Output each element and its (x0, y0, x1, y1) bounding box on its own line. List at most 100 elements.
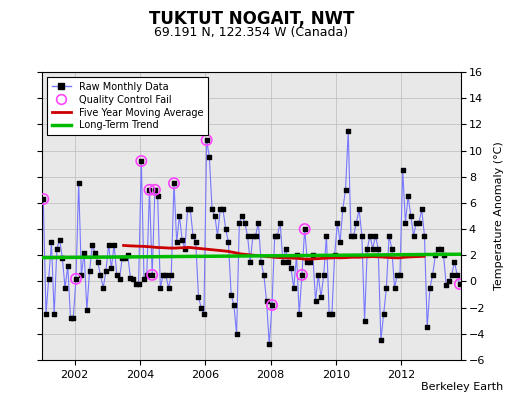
Point (298, 272, 306, 278)
Point (145, 187, 154, 193)
Point (99, 285, 107, 291)
Point (197, 304, 205, 311)
Point (47, 239, 56, 245)
Point (230, 302, 238, 308)
Point (194, 294, 203, 300)
Point (243, 232, 252, 239)
Point (80, 250, 89, 256)
Point (167, 272, 176, 278)
Legend: Raw Monthly Data, Quality Control Fail, Five Year Moving Average, Long-Term Tren: Raw Monthly Data, Quality Control Fail, … (47, 77, 208, 135)
Point (270, 232, 279, 239)
Point (281, 246, 290, 252)
Point (439, 252, 447, 258)
Point (39, 196, 48, 202)
Point (39, 196, 48, 202)
Point (50, 311, 58, 317)
Point (314, 272, 322, 278)
Point (388, 246, 396, 252)
Point (303, 259, 312, 265)
Point (404, 193, 412, 200)
Point (211, 213, 219, 219)
Point (300, 226, 309, 232)
Point (418, 206, 426, 213)
Point (322, 232, 331, 239)
Point (121, 255, 129, 261)
Point (287, 265, 295, 272)
Point (241, 219, 249, 226)
Point (415, 219, 423, 226)
Point (385, 232, 394, 239)
Point (178, 236, 187, 243)
Point (292, 252, 301, 258)
Text: Berkeley Earth: Berkeley Earth (421, 382, 503, 392)
Point (45, 276, 53, 282)
Point (148, 272, 156, 278)
Point (295, 311, 303, 317)
Point (355, 206, 363, 213)
Point (72, 276, 80, 282)
Point (450, 259, 458, 265)
Point (401, 219, 410, 226)
Point (358, 232, 366, 239)
Point (393, 272, 401, 278)
Point (208, 206, 216, 213)
Point (434, 246, 442, 252)
Point (445, 278, 453, 285)
Point (88, 242, 96, 248)
Point (129, 276, 137, 282)
Point (333, 219, 342, 226)
Point (96, 272, 105, 278)
Point (431, 252, 440, 258)
Point (170, 180, 178, 186)
Point (254, 219, 263, 226)
Point (284, 259, 292, 265)
Point (69, 315, 78, 321)
Point (205, 154, 214, 160)
Point (202, 137, 211, 143)
Point (268, 302, 276, 308)
Point (192, 239, 200, 245)
Point (447, 272, 456, 278)
Point (311, 298, 320, 304)
Point (257, 259, 265, 265)
Point (72, 276, 80, 282)
Point (91, 250, 99, 256)
Point (246, 259, 255, 265)
Point (137, 158, 146, 164)
Point (134, 281, 143, 287)
Point (110, 242, 118, 248)
Y-axis label: Temperature Anomaly (°C): Temperature Anomaly (°C) (494, 142, 504, 290)
Point (298, 272, 306, 278)
Point (382, 285, 390, 291)
Point (61, 285, 69, 291)
Point (331, 252, 339, 258)
Point (113, 272, 121, 278)
Point (347, 232, 355, 239)
Point (137, 158, 146, 164)
Point (453, 272, 461, 278)
Point (341, 187, 350, 193)
Point (325, 311, 333, 317)
Point (222, 226, 230, 232)
Point (399, 167, 407, 173)
Point (238, 213, 246, 219)
Point (219, 206, 227, 213)
Point (456, 281, 464, 287)
Point (268, 302, 276, 308)
Point (77, 272, 85, 278)
Point (279, 259, 287, 265)
Point (336, 239, 344, 245)
Point (429, 272, 437, 278)
Point (339, 206, 347, 213)
Point (420, 232, 429, 239)
Point (309, 252, 317, 258)
Point (181, 246, 189, 252)
Point (102, 268, 110, 274)
Point (156, 285, 165, 291)
Point (186, 206, 194, 213)
Point (352, 219, 361, 226)
Point (85, 268, 94, 274)
Point (363, 246, 372, 252)
Point (67, 315, 75, 321)
Point (143, 272, 151, 278)
